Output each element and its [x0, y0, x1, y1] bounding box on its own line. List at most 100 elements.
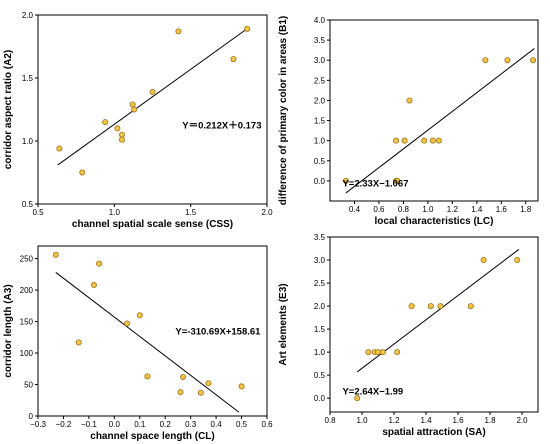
chart-3-regression-equation: Y=-310.69X+158.61	[175, 326, 261, 337]
chart-4-x-axis-label: spatial attraction (SA)	[382, 427, 485, 438]
chart-4-data-point	[379, 349, 386, 356]
chart-1-x-tick-label: 1.5	[185, 208, 197, 217]
chart-4-y-tick-label: 3.5	[314, 233, 326, 242]
chart-4-data-point	[514, 257, 521, 264]
chart-1-plot-frame	[37, 14, 268, 205]
chart-4-data-point	[427, 303, 434, 310]
chart-2-data-point	[482, 57, 489, 64]
chart-4-data-point	[365, 349, 372, 356]
chart-4-regression-equation: Y=2.64X−1.99	[342, 387, 403, 398]
chart-2-data-point	[504, 57, 511, 64]
chart-3-x-tick-label: 0.1	[134, 420, 146, 429]
chart-3-data-point	[124, 320, 131, 327]
chart-3-x-tick-label: −0.1	[81, 420, 97, 429]
chart-4-data-point	[480, 257, 487, 264]
chart-1-data-point	[79, 169, 86, 176]
chart-2-x-tick-label: 1.4	[471, 205, 483, 214]
chart-4-x-tick-label: 1.0	[356, 416, 368, 425]
chart-2-data-point	[393, 137, 400, 144]
chart-3-data-point	[177, 389, 184, 396]
chart-2-x-tick-label: 1.6	[496, 205, 508, 214]
chart-1-regression-line	[57, 27, 249, 166]
chart-4-data-point	[467, 303, 474, 310]
chart-panel-bottom-left: −0.3 −0.2 −0.1 0.0 0.1 0.2 0.3 0.4 0.5 0.6 0 50 100 1…	[0, 222, 275, 444]
chart-2-y-tick-label: 0.0	[314, 177, 326, 186]
chart-1-data-point	[129, 101, 136, 108]
chart-4-x-tick-label: 0.8	[324, 416, 336, 425]
chart-1-x-tick-label: 2.0	[261, 208, 273, 217]
chart-panel-top-left: 0.5 1.0 1.5 2.0 0.5 1.0 1.5 2.0 channel spatial …	[0, 0, 275, 230]
chart-3-y-tick-label: 50	[24, 381, 33, 390]
chart-2-data-point	[394, 177, 401, 184]
chart-4-data-point	[437, 303, 444, 310]
chart-4-y-tick-label: 1.0	[314, 348, 326, 357]
chart-lc-vs-b1: 0.4 0.6 0.8 1.0 1.2 1.4 1.6 1.8 0.0 0.5 1.0 1.5 2.0 2…	[278, 16, 539, 227]
chart-1-x-axis-label: channel spatial scale sense (CSS)	[72, 219, 233, 230]
chart-2-regression-equation: Y=2.33X−1.067	[342, 179, 408, 190]
chart-1-data-point	[244, 25, 251, 32]
chart-2-x-tick-label: 1.8	[520, 205, 532, 214]
chart-cl-vs-a3: −0.3 −0.2 −0.1 0.0 0.1 0.2 0.3 0.4 0.5 0.6 0 50 100 1…	[3, 245, 273, 442]
chart-3-data-point	[52, 251, 59, 258]
chart-3-y-tick-label: 200	[20, 286, 34, 295]
chart-4-x-tick-label: 2.0	[516, 416, 528, 425]
chart-3-y-tick-label: 100	[20, 349, 34, 358]
chart-2-data-point	[435, 137, 442, 144]
chart-2-data-point	[429, 137, 436, 144]
chart-4-y-axis-label: Art elements (E3)	[278, 283, 289, 365]
chart-2-data-point	[530, 57, 537, 64]
chart-4-x-tick-label: 1.6	[452, 416, 464, 425]
chart-2-plot-frame	[329, 19, 539, 202]
chart-1-y-axis-label: corridor aspect ratio (A2)	[3, 50, 14, 169]
chart-panel-top-right: 0.4 0.6 0.8 1.0 1.2 1.4 1.6 1.8 0.0 0.5 1.0 1.5 2.0 2…	[275, 0, 550, 227]
chart-1-regression-equation: Y＝0.212X＋0.173	[182, 120, 261, 131]
chart-3-x-tick-label: −0.3	[30, 420, 46, 429]
chart-2-y-tick-label: 0.5	[314, 157, 326, 166]
chart-2-y-tick-label: 1.5	[314, 117, 326, 126]
chart-2-x-tick-label: 0.8	[398, 205, 410, 214]
chart-4-data-point	[394, 349, 401, 356]
chart-1-x-tick-label: 1.0	[109, 208, 121, 217]
chart-2-x-tick-label: 1.0	[422, 205, 434, 214]
chart-2-y-tick-label: 4.0	[314, 16, 326, 25]
chart-4-data-point	[408, 303, 415, 310]
chart-3-y-tick-label: 0	[29, 412, 34, 421]
chart-1-data-point	[114, 125, 121, 132]
chart-3-x-tick-label: 0.5	[236, 420, 248, 429]
chart-3-x-axis-label: channel space length (CL)	[90, 431, 214, 442]
chart-2-x-tick-label: 0.4	[349, 205, 361, 214]
chart-2-data-point	[421, 137, 428, 144]
chart-3-y-tick-label: 250	[20, 255, 34, 264]
chart-3-data-point	[205, 380, 212, 387]
chart-3-data-point	[136, 312, 143, 319]
chart-1-data-point	[230, 56, 237, 63]
chart-3-data-point	[238, 383, 245, 390]
chart-1-data-point	[175, 28, 182, 35]
chart-1-data-point	[131, 106, 138, 113]
chart-1-x-tick-label: 0.5	[32, 208, 44, 217]
chart-panel-bottom-right: 0.8 1.0 1.2 1.4 1.6 1.8 2.0 0.0 0.5 1.0 1.5 2.0 2.5 3…	[275, 222, 550, 444]
chart-4-plot-frame	[329, 236, 539, 413]
chart-3-data-point	[90, 282, 97, 289]
chart-1-data-point	[102, 119, 109, 126]
chart-2-y-tick-label: 3.5	[314, 36, 326, 45]
chart-2-x-axis-label: local characteristics (LC)	[375, 216, 494, 227]
chart-3-data-point	[197, 389, 204, 396]
chart-2-data-point	[342, 177, 349, 184]
chart-css-vs-a2: 0.5 1.0 1.5 2.0 0.5 1.0 1.5 2.0 channel spatial …	[3, 11, 273, 230]
chart-3-y-tick-label: 150	[20, 318, 34, 327]
chart-3-data-point	[75, 339, 82, 346]
chart-4-y-tick-label: 3.0	[314, 256, 326, 265]
chart-3-x-tick-label: 0.6	[261, 420, 273, 429]
chart-3-plot-frame	[37, 245, 268, 417]
chart-2-y-tick-label: 2.0	[314, 96, 326, 105]
chart-2-y-tick-label: 1.0	[314, 137, 326, 146]
chart-2-x-tick-label: 0.6	[373, 205, 385, 214]
chart-1-data-point	[118, 136, 125, 143]
chart-4-y-tick-label: 0.0	[314, 394, 326, 403]
chart-3-x-tick-label: 0.2	[160, 420, 172, 429]
chart-1-data-point	[149, 88, 156, 95]
chart-1-y-tick-label: 2.0	[22, 11, 34, 20]
chart-1-y-tick-label: 1.0	[22, 137, 34, 146]
chart-2-x-tick-label: 1.2	[447, 205, 459, 214]
